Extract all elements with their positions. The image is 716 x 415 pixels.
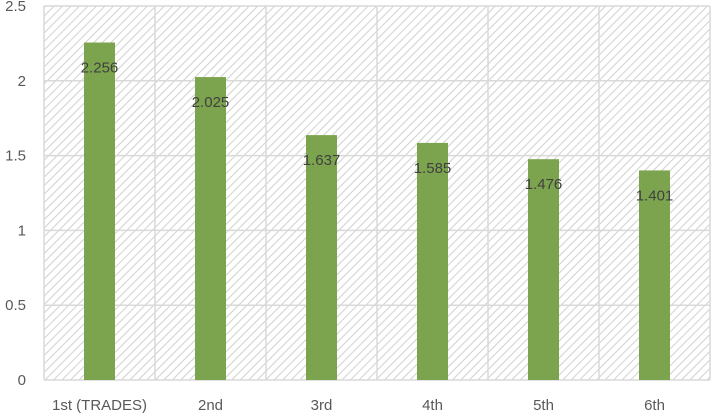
y-tick-label: 2.5 <box>5 0 26 15</box>
gridlines <box>43 5 711 381</box>
data-label: 1.401 <box>636 187 674 204</box>
x-tick-label: 1st (TRADES) <box>52 397 147 414</box>
bar <box>528 159 559 380</box>
bar <box>84 42 115 380</box>
data-label: 2.256 <box>81 60 119 77</box>
x-tick-label: 6th <box>644 397 665 414</box>
data-label: 1.476 <box>525 176 563 193</box>
bars <box>84 42 670 380</box>
x-tick-label: 4th <box>422 397 443 414</box>
y-tick-label: 1 <box>18 222 26 239</box>
x-tick-label: 2nd <box>198 397 223 414</box>
x-tick-label: 5th <box>533 397 554 414</box>
data-labels: 2.256 2.025 1.637 1.585 1.476 1.401 <box>81 60 674 205</box>
y-tick-label: 2 <box>18 73 26 90</box>
y-tick-label: 0 <box>18 372 26 389</box>
bar <box>639 170 670 380</box>
x-axis: 1st (TRADES) 2nd 3rd 4th 5th 6th <box>52 397 665 414</box>
data-label: 2.025 <box>192 94 230 111</box>
y-axis: 0 0.5 1 1.5 2 2.5 <box>5 0 26 389</box>
data-label: 1.637 <box>303 152 341 169</box>
data-label: 1.585 <box>414 160 452 177</box>
y-tick-label: 0.5 <box>5 297 26 314</box>
x-tick-label: 3rd <box>311 397 333 414</box>
y-tick-label: 1.5 <box>5 148 26 165</box>
bar <box>417 142 448 380</box>
bar <box>306 135 337 380</box>
bar <box>195 77 226 380</box>
